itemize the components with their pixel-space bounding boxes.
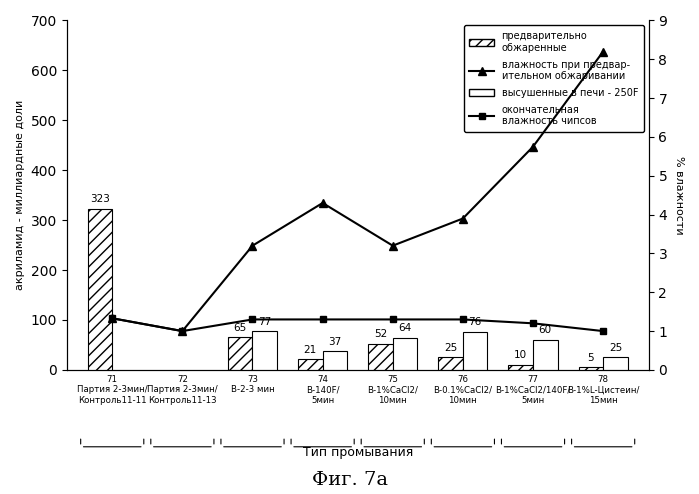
Bar xyxy=(603,358,628,370)
Bar xyxy=(87,208,113,370)
Text: 37: 37 xyxy=(329,337,342,347)
X-axis label: Тип промывания: Тип промывания xyxy=(303,446,413,459)
Bar xyxy=(252,331,277,370)
Bar xyxy=(508,365,533,370)
Y-axis label: акриламид - миллиардные доли: акриламид - миллиардные доли xyxy=(15,100,25,290)
Text: Фиг. 7а: Фиг. 7а xyxy=(312,471,387,489)
Bar xyxy=(463,332,487,370)
Text: 65: 65 xyxy=(233,323,247,333)
Text: 64: 64 xyxy=(398,324,412,333)
Bar xyxy=(533,340,558,370)
Text: 25: 25 xyxy=(444,343,457,353)
Bar xyxy=(298,360,323,370)
Bar xyxy=(579,368,603,370)
Text: 77: 77 xyxy=(258,317,271,327)
Text: 21: 21 xyxy=(304,345,317,355)
Legend: предварительно
обжаренные, влажность при предвар-
ительном обжаривании, высушенн: предварительно обжаренные, влажность при… xyxy=(463,25,644,132)
Text: 76: 76 xyxy=(468,318,482,328)
Bar xyxy=(323,351,347,370)
Text: 5: 5 xyxy=(588,353,594,363)
Bar xyxy=(228,337,252,370)
Text: 60: 60 xyxy=(539,326,552,335)
Bar xyxy=(368,344,393,370)
Text: 25: 25 xyxy=(609,343,622,353)
Text: 323: 323 xyxy=(90,194,110,204)
Text: 10: 10 xyxy=(514,350,527,361)
Bar xyxy=(438,358,463,370)
Bar xyxy=(393,338,417,370)
Text: 52: 52 xyxy=(374,329,387,339)
Y-axis label: % влажности: % влажности xyxy=(674,156,684,235)
